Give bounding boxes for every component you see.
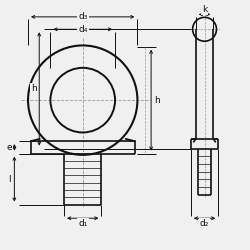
Text: e: e [6,143,12,152]
Text: d₂: d₂ [200,219,209,228]
Text: d₁: d₁ [78,219,88,228]
Text: d₃: d₃ [78,12,88,21]
Text: l: l [8,174,11,184]
Text: k: k [202,5,207,14]
Text: h: h [154,96,160,105]
Text: d₄: d₄ [78,25,88,34]
Text: h: h [32,84,37,94]
